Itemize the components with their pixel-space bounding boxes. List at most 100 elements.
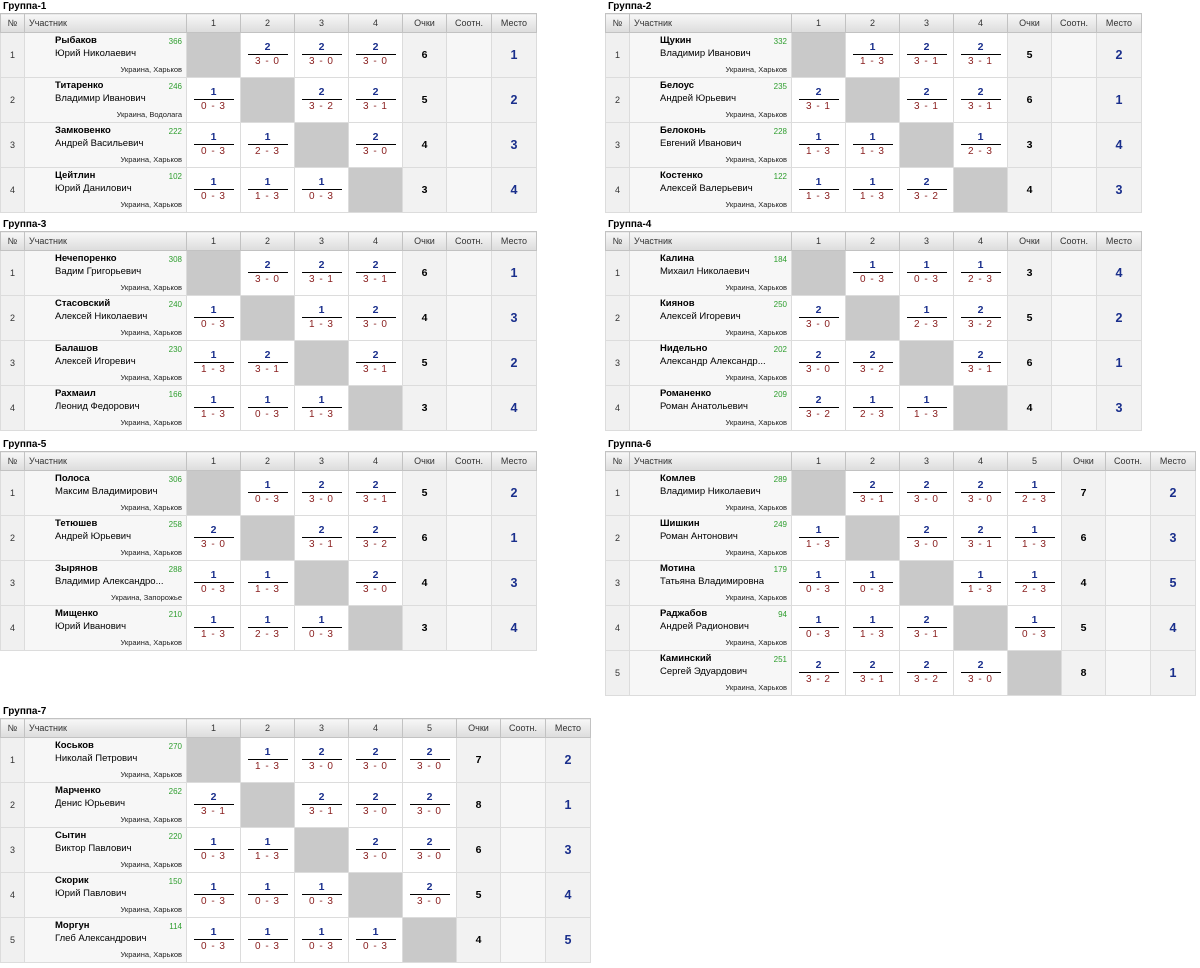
player-cell[interactable]: Замковенко Андрей Васильевич 222 Украина, Х… <box>24 122 187 168</box>
player-cell[interactable]: Шишкин Роман Антонович 249 Украина, Харьков <box>629 515 792 561</box>
player-cell[interactable]: Киянов Алексей Игоревич 250 Украина, Харько… <box>629 295 792 341</box>
player-cell[interactable]: Костенко Алексей Валерьевич 122 Украина, Ха… <box>629 167 792 213</box>
player-cell[interactable]: Рахмаил Леонид Федорович 166 Украина, Харьк… <box>24 385 187 431</box>
player-cell[interactable]: Калина Михаил Николаевич 184 Украина, Харьк… <box>629 250 792 296</box>
player-cell[interactable]: Щукин Владимир Иванович 332 Украина, Харько… <box>629 32 792 78</box>
player-cell[interactable]: Раджабов Андрей Радионович 94 Украина, Харь… <box>629 605 792 651</box>
player-cell[interactable]: Сытин Виктор Павлович 220 Украина, Харьков <box>24 827 187 873</box>
player-cell[interactable]: Цейтлин Юрий Данилович 102 Украина, Харьков <box>24 167 187 213</box>
player-cell[interactable]: Рыбаков Юрий Николаевич 366 Украина, Харько… <box>24 32 187 78</box>
player-cell[interactable]: Зырянов Владимир Александро... 288 Украина,… <box>24 560 187 606</box>
player-cell[interactable]: Титаренко Владимир Иванович 246 Украина, Во… <box>24 77 187 123</box>
player-cell[interactable]: Стасовский Алексей Николаевич 240 Украина, … <box>24 295 187 341</box>
player-cell[interactable]: Нидельно Александр Александр... 202 Украина… <box>629 340 792 386</box>
player-cell[interactable]: Мищенко Юрий Иванович 210 Украина, Харьков <box>24 605 187 651</box>
player-cell[interactable]: Скорик Юрий Павлович 150 Украина, Харьков <box>24 872 187 918</box>
player-cell[interactable]: Коськов Николай Петрович 270 Украина, Харьк… <box>24 737 187 783</box>
player-cell[interactable]: Балашов Алексей Игоревич 230 Украина, Харьк… <box>24 340 187 386</box>
player-cell[interactable]: Нечепоренко Вадим Григорьевич 308 Украина, … <box>24 250 187 296</box>
player-cell[interactable]: Белоконь Евгений Иванович 228 Украина, Харь… <box>629 122 792 168</box>
player-cell[interactable]: Полоса Максим Владимирович 306 Украина, Хар… <box>24 470 187 516</box>
player-cell[interactable]: Марченко Денис Юрьевич 262 Украина, Харьков <box>24 782 187 828</box>
